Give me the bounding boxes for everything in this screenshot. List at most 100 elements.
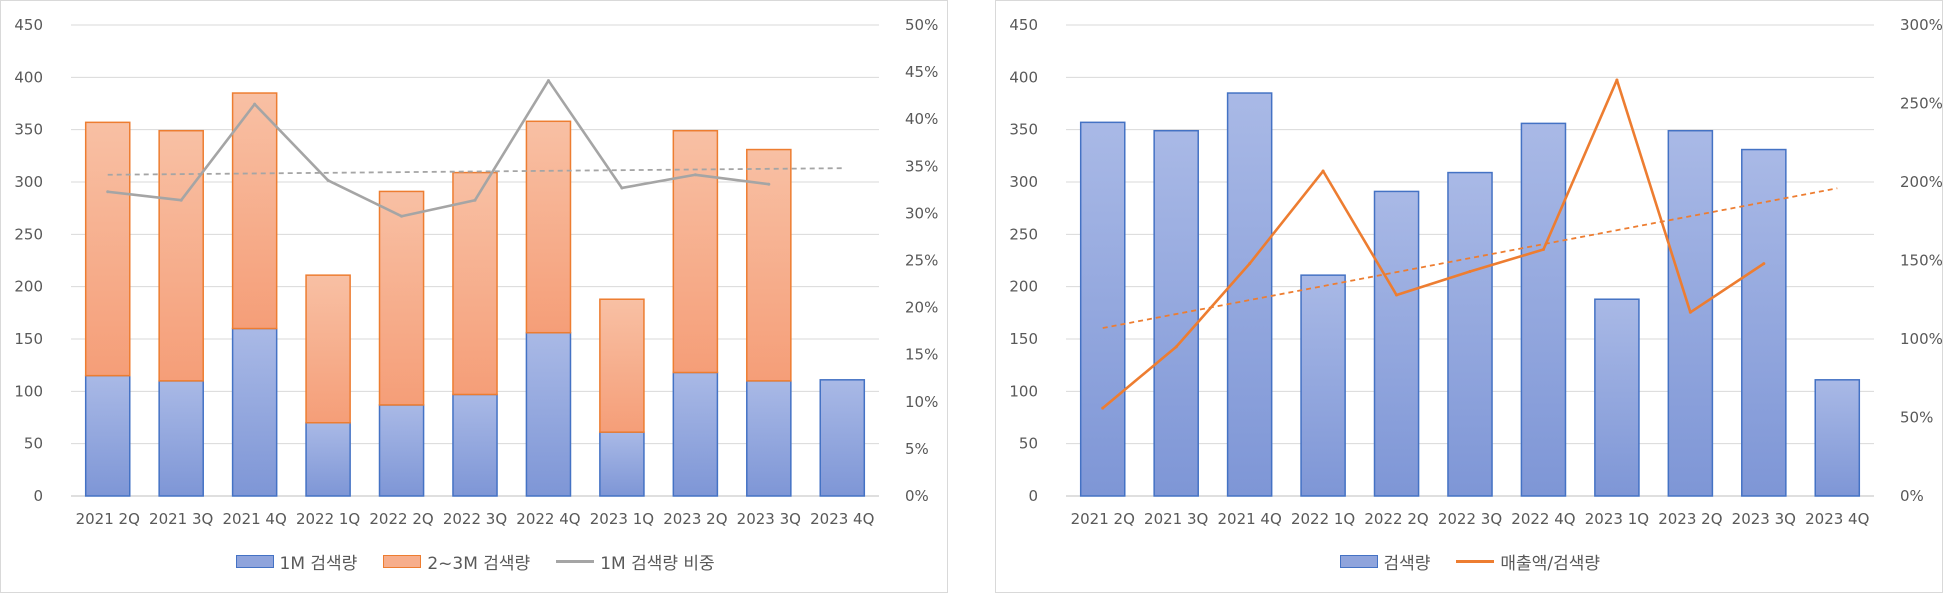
bar-2-10 [746,148,792,382]
legend-item: 1M 검색량 비중 [556,549,715,574]
y-left-tick-label: 150 [1009,330,1038,348]
y-left-tick-label: 400 [1009,68,1038,86]
x-tick-label: 2022 2Q [1364,510,1428,528]
x-tick-label: 2022 2Q [369,510,433,528]
line-point-2 [179,198,183,202]
bar-2-7 [525,120,572,334]
search-volume-stacked-chart: 0 50 100 150 200 250 300 350 400 450 0% 5% 10% 15% 20%… [14,16,938,528]
x-tick-label: 2023 2Q [1658,510,1722,528]
search-volume-ratio-chart: 0 50 100 150 200 250 300 350 400 450 0% 50% 100% 150%… [1009,16,1943,528]
x-tick-label: 2023 3Q [737,510,801,528]
x-tick-label: 2023 1Q [590,510,654,528]
chart-legend: 검색량 매출액/검색량 [1339,549,1600,574]
legend-swatch [383,555,422,568]
y-left-tick-label: 300 [1009,173,1038,191]
y-right-tick-label: 15% [905,346,938,364]
legend-item: 검색량 [1339,549,1430,574]
x-tick-label: 2021 4Q [1217,510,1281,528]
bar-1-6 [452,393,498,497]
x-tick-label: 2023 2Q [663,510,727,528]
y-right-tick-label: 5% [905,440,929,458]
y-left-tick-label: 350 [14,121,43,139]
bar-1-1 [1079,121,1126,497]
right-chart-panel: 0 50 100 150 200 250 300 350 400 450 0% 50% 100% 150%… [995,0,1943,593]
bar-2-1 [84,121,131,377]
line-point-8 [1615,78,1619,82]
y-left-tick-label: 450 [14,16,43,34]
bar-1-5 [378,404,425,497]
bar-2-8 [599,298,645,433]
line-point-3 [253,102,257,106]
x-tick-label: 2021 4Q [222,510,286,528]
x-tick-label: 2022 4Q [1511,510,1575,528]
legend-item: 1M 검색량 [235,549,358,574]
y-left-tick-label: 50 [24,435,43,453]
bar-2-3 [231,92,278,330]
bar-2-6 [452,171,498,396]
y-right-tick-label: 0% [1900,487,1924,505]
trendline [107,167,843,176]
series-line [1101,78,1765,410]
x-tick-label: 2022 4Q [516,510,580,528]
y-right-tick-label: 300% [1900,16,1943,34]
y-right-tick-label: 35% [905,157,938,175]
line-point-5 [1395,293,1399,297]
bar-1-4 [305,421,351,497]
y-right-tick-label: 20% [905,299,938,317]
y-left-tick-label: 100 [14,382,43,400]
x-tick-label: 2021 3Q [149,510,213,528]
legend-swatch [235,555,274,568]
legend-swatch [1339,555,1378,568]
legend-label: 1M 검색량 [279,554,358,574]
bar-1-1 [84,374,131,497]
bar-1-6 [1447,171,1493,497]
line-point-9 [693,173,697,177]
line-point-7 [546,79,550,83]
bar-2-5 [378,190,425,406]
x-tick-label: 2022 3Q [1438,510,1502,528]
y-left-tick-label: 250 [1009,225,1038,243]
x-tick-label: 2023 4Q [810,510,874,528]
y-left-tick-label: 350 [1009,121,1038,139]
x-tick-label: 2023 3Q [1732,510,1796,528]
line-point-1 [1101,406,1105,410]
x-tick-label: 2021 2Q [1071,510,1135,528]
bar-2-2 [158,129,204,382]
y-right-tick-label: 150% [1900,252,1943,270]
y-right-tick-label: 200% [1900,173,1943,191]
y-right-tick-label: 45% [905,63,938,81]
y-right-tick-label: 250% [1900,95,1943,113]
y-left-tick-label: 150 [14,330,43,348]
y-right-tick-label: 40% [905,110,938,128]
bar-1-2 [158,380,204,497]
line-point-6 [1468,269,1472,273]
line-point-1 [106,190,110,194]
legend-label: 1M 검색량 비중 [600,554,715,574]
bar-2-9 [672,129,719,374]
y-right-tick-label: 30% [905,204,938,222]
y-left-tick-label: 200 [1009,278,1038,296]
line-point-10 [1762,262,1766,266]
y-right-tick-label: 25% [905,252,938,270]
legend-label: 매출액/검색량 [1500,554,1600,574]
bar-1-11 [1814,379,1861,497]
y-right-tick-label: 50% [905,16,938,34]
bar-1-7 [525,331,572,497]
x-tick-label: 2021 2Q [76,510,140,528]
x-tick-label: 2022 1Q [296,510,360,528]
x-tick-label: 2022 3Q [443,510,507,528]
bar-1-10 [746,380,792,497]
bar-1-11 [819,379,866,497]
x-tick-label: 2023 1Q [1585,510,1649,528]
line-point-4 [1321,169,1325,173]
bar-1-7 [1520,122,1567,497]
y-right-tick-label: 10% [905,393,938,411]
left-chart-panel: 0 50 100 150 200 250 300 350 400 450 0% 5% 10% 15% 20%… [0,0,948,593]
y-left-tick-label: 400 [14,68,43,86]
y-left-tick-label: 0 [33,487,43,505]
legend-swatch [556,560,595,563]
y-right-tick-label: 0% [905,487,929,505]
x-tick-label: 2023 4Q [1805,510,1869,528]
legend-swatch [1456,560,1495,563]
bar-2-4 [305,274,351,424]
